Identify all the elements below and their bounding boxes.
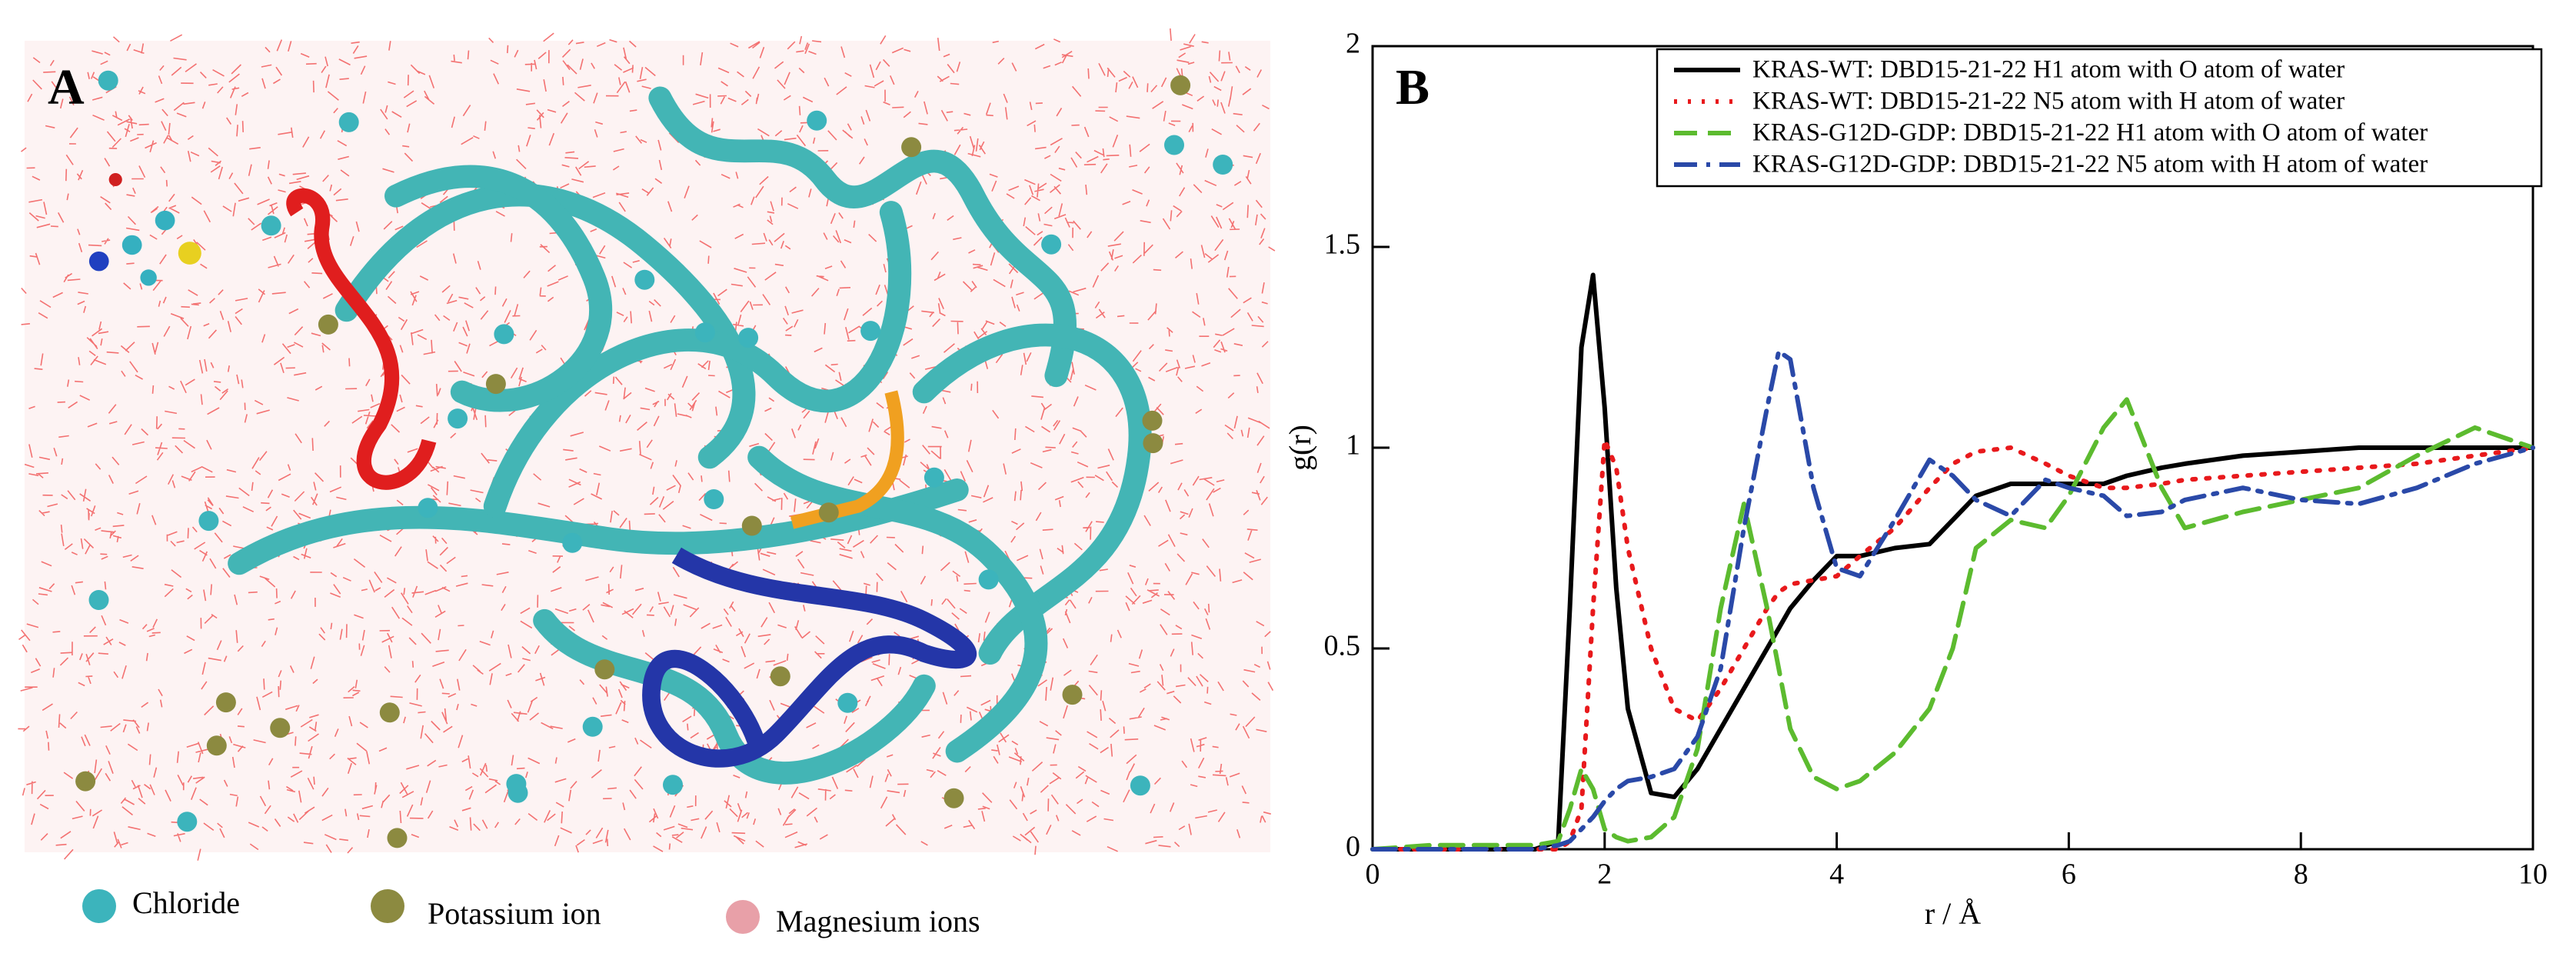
ion (594, 659, 615, 680)
legend-icon-potassium (371, 889, 404, 923)
orange-loop (790, 390, 904, 529)
panel-label: B (1396, 59, 1429, 115)
x-tick-label: 8 (2294, 858, 2308, 891)
ion (1062, 685, 1083, 705)
ribbon (648, 86, 1077, 388)
ion (978, 569, 999, 590)
legend-label: KRAS-G12D-GDP: DBD15-21-22 H1 atom with … (1752, 119, 2428, 147)
x-tick-label: 2 (1597, 858, 1612, 891)
series-line (1370, 437, 2535, 852)
series-line (1370, 397, 2535, 852)
x-tick-label: 10 (2518, 858, 2548, 891)
panel-label: A (48, 59, 85, 115)
ribbon (912, 323, 1152, 665)
ion (738, 328, 759, 348)
ion (270, 718, 291, 738)
ion (694, 322, 715, 343)
blue-loop (642, 547, 977, 768)
legend-box (1656, 48, 2543, 188)
series-line (1370, 348, 2535, 852)
legend-label: Potassium ion (428, 896, 601, 931)
red-loop (286, 188, 437, 490)
ion (338, 112, 359, 132)
series-line (1370, 272, 2535, 852)
y-tick-label: 2 (1346, 28, 1360, 60)
ion (562, 532, 583, 553)
ion (741, 515, 762, 536)
legend-icon-chloride (82, 889, 116, 923)
ion (418, 498, 438, 518)
ion (1142, 410, 1163, 431)
ion (198, 511, 219, 532)
ion (1213, 155, 1233, 175)
ion (634, 269, 655, 290)
ion (704, 489, 724, 509)
ion (818, 502, 839, 523)
ion (663, 775, 683, 795)
ribbon (384, 165, 613, 412)
x-tick-label: 4 (1829, 858, 1844, 891)
ion (379, 702, 400, 723)
ion (1130, 775, 1150, 796)
ion (448, 408, 468, 429)
ion (770, 666, 790, 687)
ion (837, 692, 858, 713)
ribbon (747, 445, 1048, 763)
legend-label: Chloride (132, 885, 240, 920)
ligand (88, 173, 201, 286)
ion (1170, 75, 1191, 95)
legend-icon-magnesium (726, 900, 760, 934)
ion (494, 324, 514, 345)
legend-label: KRAS-WT: DBD15-21-22 H1 atom with O atom… (1752, 56, 2345, 84)
ion (318, 314, 338, 335)
ion (88, 590, 109, 610)
legend-label: KRAS-WT: DBD15-21-22 N5 atom with H atom… (1752, 88, 2345, 115)
y-tick-label: 1.5 (1324, 228, 1361, 261)
ion (506, 774, 527, 795)
ribbon (228, 478, 969, 575)
ion (807, 110, 827, 131)
ion (1164, 135, 1184, 155)
ion (215, 692, 236, 713)
legend-label: KRAS-G12D-GDP: DBD15-21-22 N5 atom with … (1752, 151, 2428, 178)
chart: B 0 2 4 6 8 10 0 0.5 1 1.5 2 r / Å g(r) KRAS-WT: DBD1… (1283, 28, 2548, 931)
y-tick-label: 1 (1346, 429, 1360, 462)
ion (387, 828, 408, 848)
ion (860, 321, 881, 342)
ion (261, 215, 281, 236)
ion (582, 716, 603, 737)
ions (75, 70, 1233, 848)
x-tick-label: 0 (1366, 858, 1380, 891)
ion (206, 735, 227, 756)
ion (177, 812, 198, 832)
ion (944, 788, 964, 808)
y-tick-label: 0.5 (1324, 630, 1361, 662)
ion (924, 467, 944, 488)
x-axis-label: r / Å (1925, 896, 1981, 931)
legend-label: Magnesium ions (776, 904, 980, 938)
ion (1143, 433, 1163, 454)
ribbon (483, 201, 912, 518)
ion (98, 70, 118, 91)
ion (901, 137, 922, 158)
ribbon (334, 183, 756, 469)
y-axis-label: g(r) (1283, 425, 1317, 471)
y-tick-label: 0 (1346, 831, 1360, 863)
ion (1041, 234, 1062, 255)
ion (485, 374, 506, 395)
x-tick-label: 6 (2062, 858, 2076, 891)
ion (75, 771, 96, 792)
